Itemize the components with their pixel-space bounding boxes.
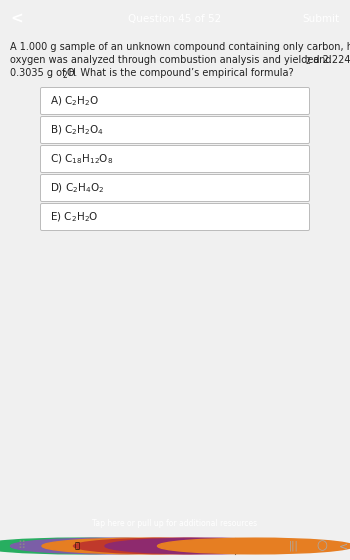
Text: Question 45 of 52: Question 45 of 52 xyxy=(128,14,222,24)
Circle shape xyxy=(105,538,301,554)
Text: ○: ○ xyxy=(316,539,328,553)
Text: ⠿: ⠿ xyxy=(17,541,25,551)
Text: 📞: 📞 xyxy=(75,542,79,550)
Text: 0.3035 g of H: 0.3035 g of H xyxy=(10,68,76,78)
Text: E) $\mathregular{C_2H_2O}$: E) $\mathregular{C_2H_2O}$ xyxy=(50,210,99,224)
FancyBboxPatch shape xyxy=(41,116,309,143)
FancyBboxPatch shape xyxy=(41,175,309,202)
Text: <: < xyxy=(10,12,23,26)
Circle shape xyxy=(74,538,270,554)
Text: A) $\mathregular{C_2H_2O}$: A) $\mathregular{C_2H_2O}$ xyxy=(50,94,99,108)
Text: Tap here or pull up for additional resources: Tap here or pull up for additional resou… xyxy=(92,520,258,529)
FancyBboxPatch shape xyxy=(41,87,309,114)
Circle shape xyxy=(42,538,238,554)
Text: |||: ||| xyxy=(289,541,299,551)
Text: D) $\mathregular{C_2H_4O_2}$: D) $\mathregular{C_2H_4O_2}$ xyxy=(50,181,105,195)
Circle shape xyxy=(0,538,175,554)
FancyBboxPatch shape xyxy=(41,203,309,231)
Text: Submit: Submit xyxy=(302,14,340,24)
Text: 2: 2 xyxy=(306,58,310,67)
Text: B) $\mathregular{C_2H_2O_4}$: B) $\mathregular{C_2H_2O_4}$ xyxy=(50,123,104,137)
Text: C) $\mathregular{C_{18}H_{12}O_8}$: C) $\mathregular{C_{18}H_{12}O_8}$ xyxy=(50,152,113,166)
Text: oxygen was analyzed through combustion analysis and yielded 2.224 g of CO: oxygen was analyzed through combustion a… xyxy=(10,55,350,65)
Text: 2: 2 xyxy=(63,71,68,80)
Circle shape xyxy=(10,538,206,554)
FancyBboxPatch shape xyxy=(41,146,309,172)
Text: O. What is the compound’s empirical formula?: O. What is the compound’s empirical form… xyxy=(67,68,294,78)
Text: <: < xyxy=(338,541,348,551)
Text: and: and xyxy=(310,55,332,65)
Circle shape xyxy=(158,538,350,554)
Text: A 1.000 g sample of an unknown compound containing only carbon, hydrogen, and: A 1.000 g sample of an unknown compound … xyxy=(10,42,350,52)
